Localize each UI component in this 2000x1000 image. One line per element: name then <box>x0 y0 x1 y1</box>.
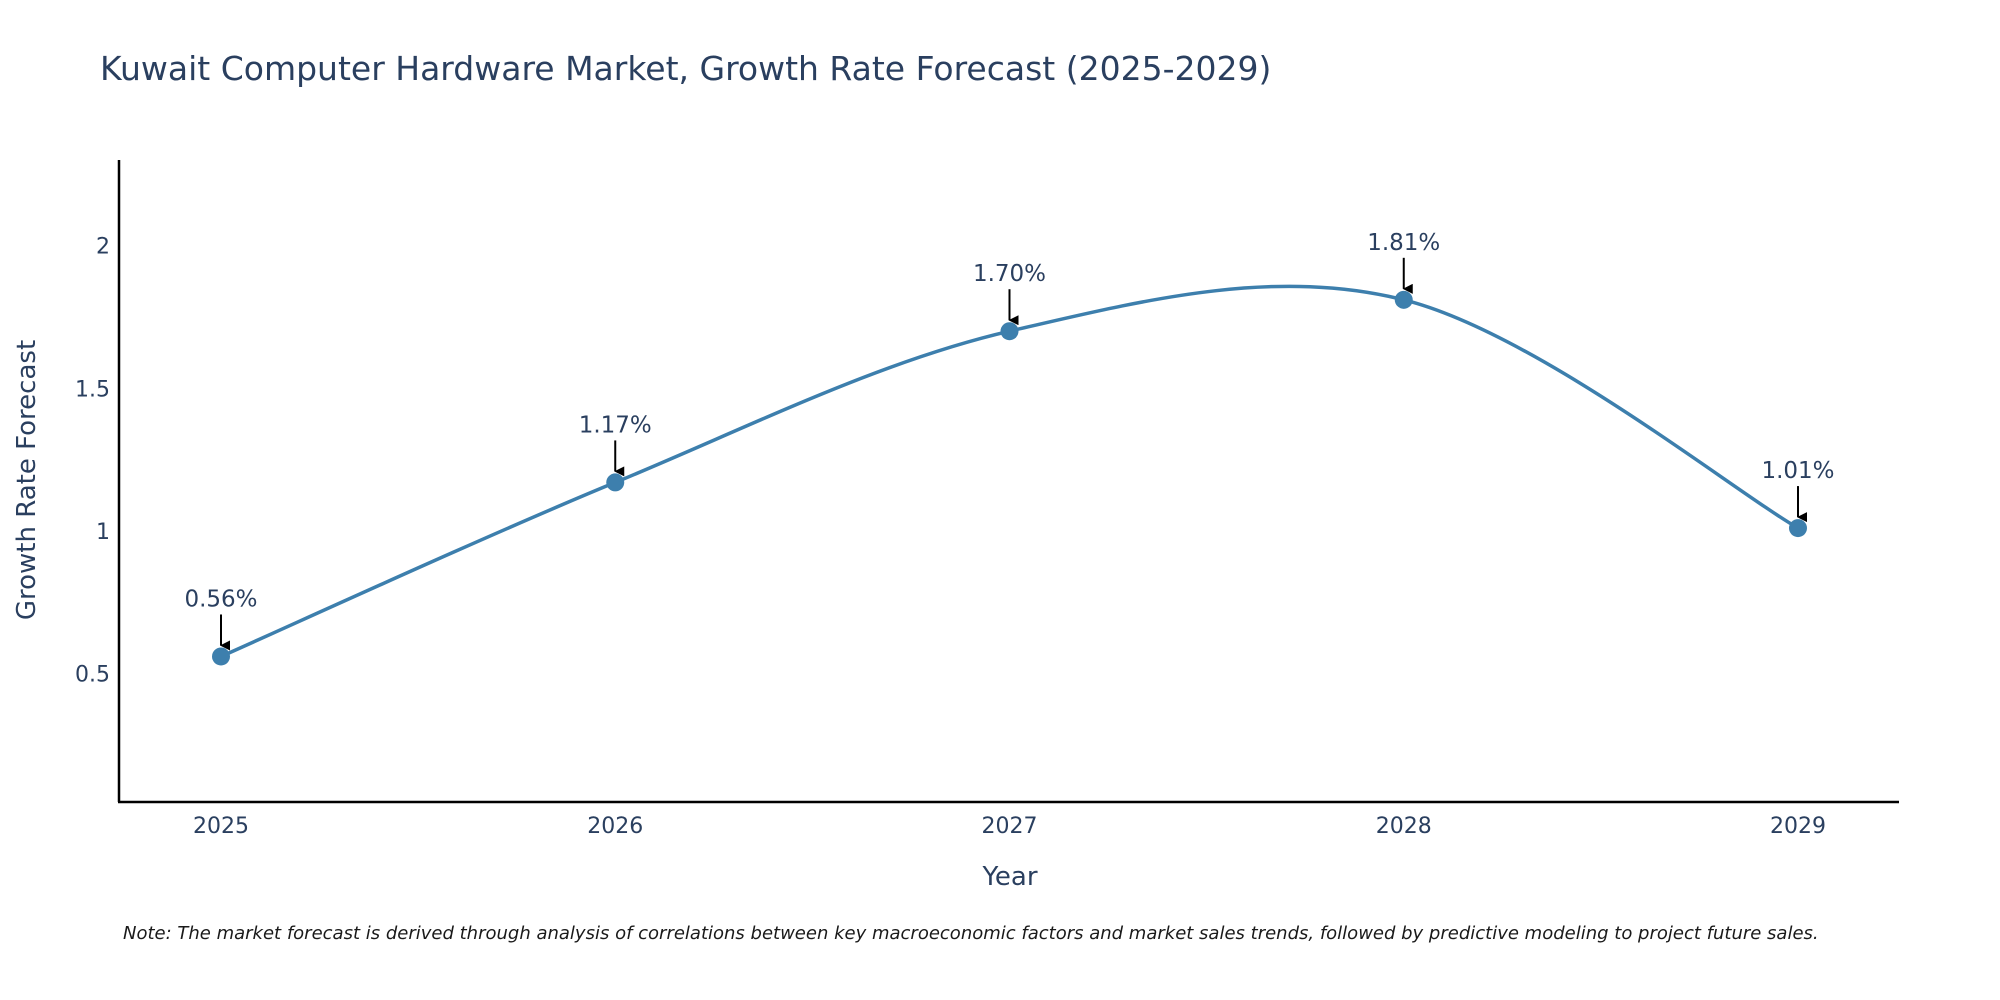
data-annotations: 0.56% 1.17% 1.70% 1.81% 1.01% <box>184 230 1835 651</box>
data-point <box>1000 322 1019 341</box>
y-axis-ticks: 0.5 1 1.5 2 <box>75 235 110 688</box>
y-tick-label: 2 <box>96 235 110 260</box>
series-line <box>220 284 1799 659</box>
x-tick-label: 2028 <box>1376 814 1432 839</box>
data-label: 1.01% <box>1761 458 1834 484</box>
x-axis-ticks: 2025 2026 2027 2028 2029 <box>193 814 1826 839</box>
y-tick-label: 0.5 <box>75 663 110 688</box>
data-label: 1.17% <box>579 412 652 438</box>
x-axis-title: Year <box>981 862 1037 892</box>
x-tick-label: 2025 <box>193 814 249 839</box>
chart-title: Kuwait Computer Hardware Market, Growth … <box>100 49 1271 88</box>
data-label: 1.70% <box>973 261 1046 287</box>
data-point <box>1394 290 1413 309</box>
x-tick-label: 2026 <box>587 814 643 839</box>
y-tick-label: 1 <box>96 520 110 545</box>
series-markers <box>212 290 1807 666</box>
plot-area: 0.5 1 1.5 2 2025 2026 2027 2028 2029 0.56% 1.17%… <box>75 160 1899 839</box>
data-label: 0.56% <box>184 586 257 612</box>
x-tick-label: 2029 <box>1770 814 1826 839</box>
y-tick-label: 1.5 <box>75 377 110 402</box>
footnote: Note: The market forecast is derived thr… <box>123 923 1819 944</box>
data-point <box>606 473 625 492</box>
y-axis-title: Growth Rate Forecast <box>12 340 42 620</box>
data-label: 1.81% <box>1367 230 1440 256</box>
data-point <box>212 647 230 666</box>
x-tick-label: 2027 <box>982 814 1038 839</box>
data-point <box>1789 519 1807 538</box>
